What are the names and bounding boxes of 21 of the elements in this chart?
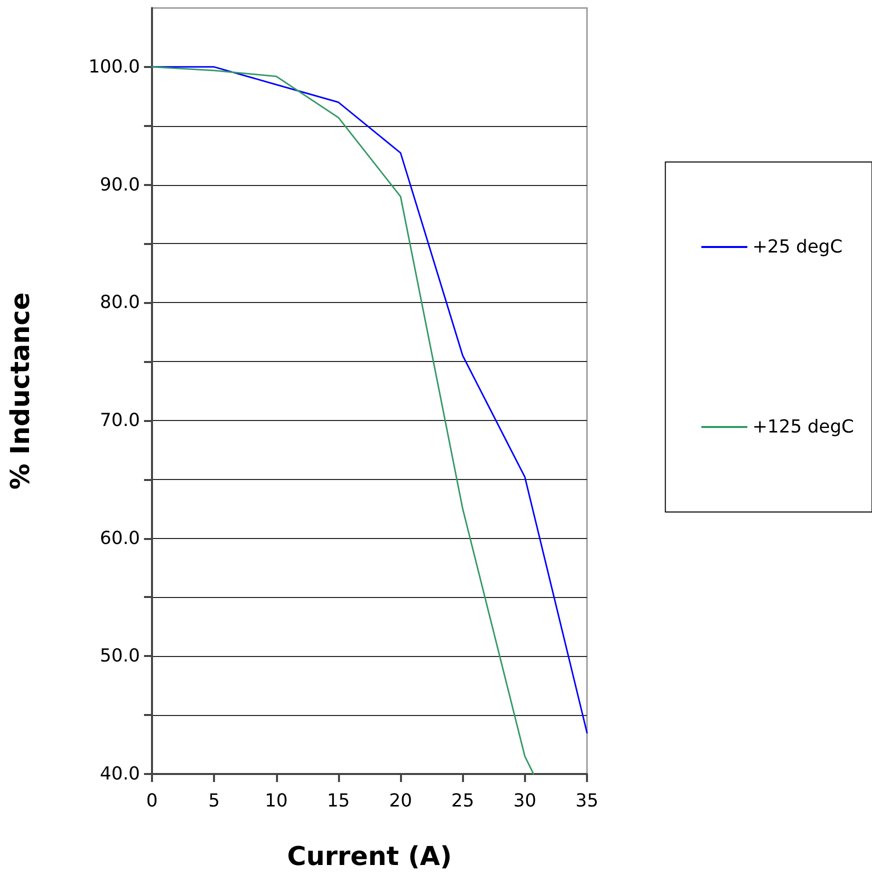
x-tick-label: 15 (326, 790, 350, 812)
y-axis-title: % Inductance (6, 292, 36, 490)
x-tick-label: 0 (146, 790, 158, 812)
x-axis-title: Current (A) (287, 842, 452, 872)
legend-label: +125 degC (752, 416, 854, 438)
x-tick-label: 10 (264, 790, 288, 812)
y-tick-label: 100.0 (88, 56, 140, 78)
y-tick-label: 50.0 (100, 646, 140, 667)
y-tick-label: 80.0 (100, 292, 140, 314)
y-tick-label: 40.0 (100, 764, 140, 784)
line-series (151, 66, 588, 734)
x-tick-label: 35 (576, 790, 598, 812)
line-series (151, 66, 534, 775)
y-tick-label: 70.0 (100, 410, 140, 431)
legend-label: +25 degC (752, 236, 843, 258)
x-tick-label: 20 (389, 790, 412, 812)
y-tick-label: 60.0 (100, 528, 140, 549)
y-tick-label: 90.0 (100, 174, 140, 196)
x-tick-label: 5 (208, 790, 220, 812)
x-tick-label: 25 (451, 790, 474, 812)
x-tick-label: 30 (513, 790, 536, 812)
